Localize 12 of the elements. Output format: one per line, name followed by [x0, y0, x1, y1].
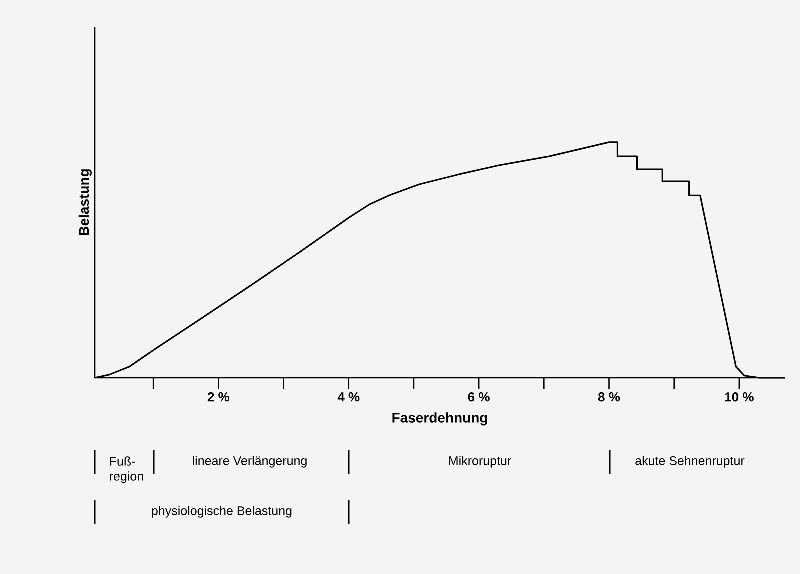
x-axis-title: Faserdehnung [392, 412, 488, 426]
x-tick-label: 10 % [725, 392, 754, 402]
text: lineare Verlängerung [193, 456, 307, 468]
x-tick-label: 8 % [598, 392, 620, 402]
x-tick-label: 4 % [338, 392, 360, 402]
text: akute Sehnenruptur [636, 456, 745, 468]
text: Mikroruptur [449, 456, 512, 468]
text: physiologische Belastung [152, 506, 292, 518]
x-tick-label: 2 % [208, 392, 230, 402]
text: Fuß-region [110, 456, 144, 484]
y-axis-title: Belastung [78, 170, 92, 236]
x-tick-label: 6 % [468, 392, 490, 402]
